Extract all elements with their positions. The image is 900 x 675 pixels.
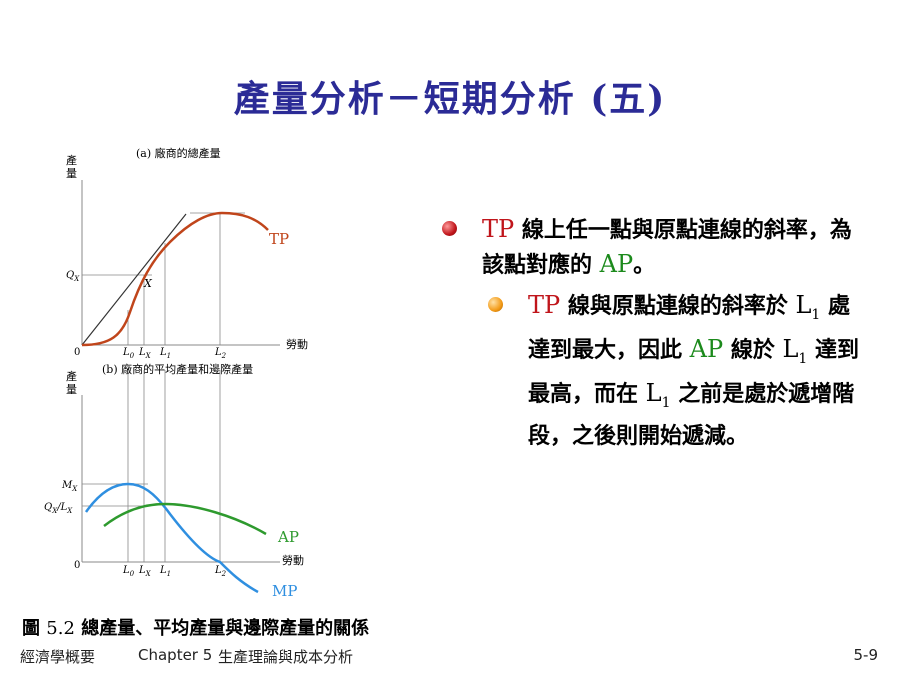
- panel-b-l-main: L: [60, 502, 68, 513]
- panel-b-lx-sub: X: [145, 570, 152, 578]
- bullet1-tp: TP: [482, 215, 515, 243]
- panel-a-lx-sub: X: [145, 352, 152, 360]
- footer-page-number: 5-9: [853, 646, 879, 664]
- panel-a-l2-sub: 2: [221, 352, 227, 360]
- panel-b-x-label: 勞動: [282, 553, 304, 567]
- bullet1-text-a: 線上任一點與原點連線的斜率，為該點對應的: [482, 217, 852, 278]
- panel-a-x-label: 勞動: [286, 337, 308, 351]
- panel-b-q-main: Q: [44, 502, 52, 513]
- panel-b-l1-sub: 1: [167, 570, 171, 578]
- panel-b-mx-tick: MX: [61, 480, 78, 493]
- panel-a-origin-ray: [81, 213, 187, 346]
- panel-b-y-label-1: 產: [66, 369, 77, 383]
- bullet2-l1-c: L1: [645, 378, 671, 411]
- bullet2-text-d: 達到最高，而在: [528, 336, 860, 407]
- panel-b-l0-tick: L0: [122, 565, 135, 578]
- ap-curve: [103, 502, 267, 536]
- bullet2-l1-c-sub: 1: [661, 394, 671, 411]
- panel-a-l0-tick: L0: [122, 347, 135, 360]
- bullet2-text-b: 處達到最大，因此: [528, 293, 851, 363]
- panel-b-qxlx-tick: QX/LX: [44, 502, 73, 515]
- panel-a-lx-tick: LX: [138, 347, 152, 360]
- bullet2-l1-c-main: L: [645, 378, 662, 407]
- bullet-list: TP 線上任一點與原點連線的斜率，為該點對應的 AP。 TP 線與原點連線的斜率…: [440, 212, 860, 453]
- bullet2-l1-a-sub: 1: [811, 306, 821, 323]
- orange-bullet-icon: [488, 297, 503, 312]
- mp-curve: [84, 482, 259, 594]
- panel-a-origin: 0: [74, 347, 80, 358]
- panel-b-mx-sub: X: [71, 485, 78, 493]
- bullet2-text-a: 線與原點連線的斜率於: [560, 293, 796, 319]
- footer-chapter-title: 生產理論與成本分析: [218, 648, 354, 666]
- panel-a-caption: (a) 廠商的總產量: [136, 146, 221, 160]
- footer-chapter: Chapter 5: [138, 646, 213, 664]
- bullet1-text-b: 。: [633, 252, 656, 278]
- panel-b-l0-sub: 0: [130, 570, 135, 578]
- panel-b-y-label-2: 量: [66, 383, 77, 396]
- panel-b-l0-main: L: [122, 565, 130, 576]
- panel-b-l-sub: X: [66, 507, 73, 515]
- production-figure: (a) 廠商的總產量 產 量 TP X QX 0 勞動 L0 LX L1 L2 …: [30, 140, 330, 610]
- panel-a-qx-tick: QX: [66, 270, 80, 283]
- panel-a-qx-sub: X: [73, 275, 80, 283]
- panel-a-l0-sub: 0: [130, 352, 135, 360]
- panel-b-l2-tick: L2: [214, 565, 227, 578]
- panel-a-l0-main: L: [122, 347, 130, 358]
- panel-b-lx-main: L: [138, 565, 146, 576]
- panel-b-l2-main: L: [214, 565, 222, 576]
- bullet2-ap: AP: [689, 334, 724, 363]
- bullet2-l1-a: L1: [795, 291, 820, 323]
- panel-a-qx-main: Q: [66, 270, 74, 281]
- panel-b-mx-main: M: [61, 480, 73, 491]
- panel-a-lx-main: L: [138, 347, 146, 358]
- panel-a-y-label-1: 產: [66, 153, 77, 167]
- red-bullet-icon: [442, 221, 457, 236]
- panel-a-l2-main: L: [214, 347, 222, 358]
- mp-label: MP: [272, 582, 297, 600]
- tp-label: TP: [269, 230, 289, 248]
- production-figure-svg: (a) 廠商的總產量 產 量 TP X QX 0 勞動 L0 LX L1 L2 …: [44, 146, 308, 600]
- bullet2-l1-b-main: L: [782, 334, 799, 363]
- bullet2-l1-a-main: L: [795, 291, 812, 319]
- ap-label: AP: [277, 528, 299, 546]
- footer-book: 經濟學概要: [20, 648, 96, 666]
- panel-b-origin: 0: [74, 560, 80, 571]
- panel-a-l2-tick: L2: [214, 347, 227, 360]
- caption-text: 總產量、平均產量與邊際產量的關係: [74, 618, 370, 639]
- panel-b-l1-main: L: [159, 565, 167, 576]
- panel-b-lx-tick: LX: [138, 565, 152, 578]
- panel-a-l1-tick: L1: [159, 347, 171, 360]
- panel-a-y-label: 產 量: [66, 153, 81, 180]
- point-x-label: X: [143, 277, 153, 290]
- figure-caption: 圖 5.2 總產量、平均產量與邊際產量的關係: [22, 614, 369, 640]
- panel-b-slash: /: [56, 502, 62, 513]
- panel-b-l1-tick: L1: [159, 565, 171, 578]
- panel-b-y-label: 產 量: [66, 369, 81, 396]
- caption-number: 5.2: [46, 618, 75, 639]
- bullet2-l1-b: L1: [782, 334, 807, 367]
- panel-b-l2-sub: 2: [221, 570, 227, 578]
- bullet2-l1-b-sub: 1: [798, 350, 808, 367]
- panel-a-l1-sub: 1: [167, 352, 171, 360]
- bullet2-tp: TP: [528, 291, 561, 319]
- bullet1-ap: AP: [599, 250, 634, 278]
- panel-a-y-label-2: 量: [66, 167, 77, 180]
- page-title: 產量分析－短期分析 (五): [233, 78, 667, 120]
- bullet2-text-c: 線於: [723, 336, 783, 363]
- panel-a-l1-main: L: [159, 347, 167, 358]
- bullet-item-2: TP 線與原點連線的斜率於 L1 處達到最大，因此 AP 線於 L1 達到最高，…: [440, 288, 860, 453]
- panel-b-q-sub: X: [51, 507, 58, 515]
- bullet2-text-e: 之前是處於遞增階段，之後則開始遞減。: [528, 380, 855, 450]
- caption-prefix: 圖: [22, 618, 47, 639]
- panel-b-caption: (b) 廠商的平均產量和邊際產量: [102, 362, 253, 376]
- bullet-item-1: TP 線上任一點與原點連線的斜率，為該點對應的 AP。: [440, 212, 860, 282]
- tp-curve: [81, 211, 269, 347]
